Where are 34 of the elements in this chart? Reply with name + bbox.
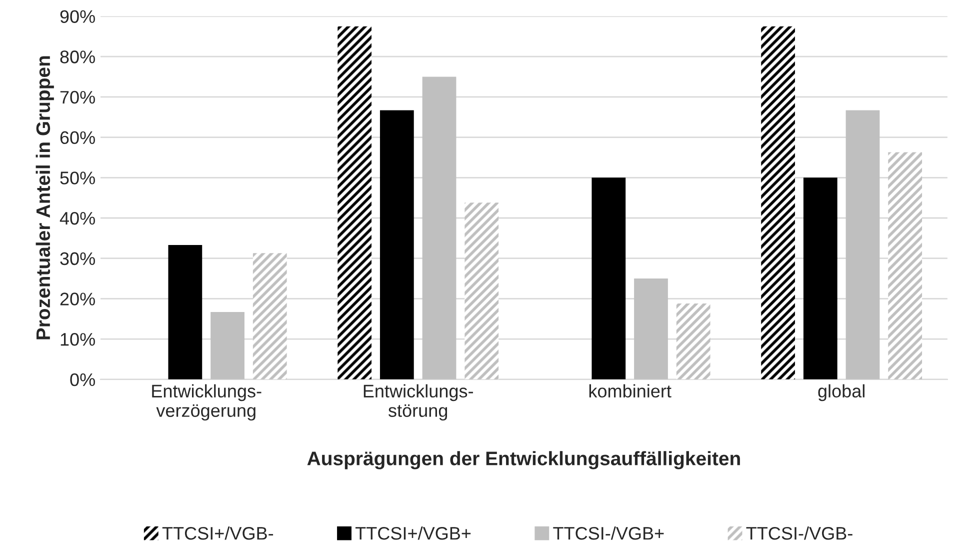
x-tick-label: Entwicklungs- verzögerung xyxy=(152,384,262,421)
bar xyxy=(592,178,626,380)
bar xyxy=(803,178,838,380)
y-tick-label: 0% xyxy=(70,373,95,386)
y-tick-label: 60% xyxy=(60,131,95,144)
x-tick-label: Entwicklungs- störung xyxy=(364,384,473,421)
y-tick-label: 20% xyxy=(60,292,95,306)
bar xyxy=(761,26,795,380)
bar xyxy=(168,245,202,380)
y-axis-title: Prozentualer Anteil in Gruppen xyxy=(36,56,54,340)
y-tick-label: 10% xyxy=(60,332,95,346)
y-tick-label: 70% xyxy=(60,90,95,104)
bar xyxy=(888,152,922,380)
bar xyxy=(252,253,287,380)
legend-label: TTCSI-/VGB- xyxy=(746,526,852,540)
bar xyxy=(380,110,414,380)
y-tick-label: 80% xyxy=(60,50,95,64)
bar xyxy=(676,304,710,380)
x-tick-label: global xyxy=(818,384,864,402)
y-tick-label: 40% xyxy=(60,212,95,225)
y-tick-label: 50% xyxy=(60,172,95,184)
x-tick-label: kombiniert xyxy=(589,384,672,398)
bar xyxy=(846,110,880,380)
bar xyxy=(422,76,456,380)
y-tick-label: 90% xyxy=(60,10,95,23)
legend-label: TTCSI+/VGB+ xyxy=(356,526,471,540)
bar xyxy=(210,312,244,380)
legend-label: TTCSI-/VGB+ xyxy=(553,526,664,540)
bar xyxy=(634,278,668,380)
y-tick-label: 30% xyxy=(60,252,95,266)
x-axis-title: Ausprägungen der Entwicklungsauffälligkeiten xyxy=(307,451,740,470)
bar xyxy=(338,26,372,380)
bar xyxy=(464,202,499,380)
legend-label: TTCSI+/VGB- xyxy=(162,526,274,540)
